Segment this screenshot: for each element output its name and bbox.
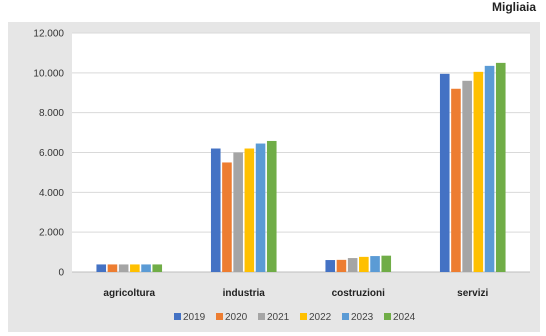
bar-industria-2021 (233, 152, 243, 272)
y-tick-label: 6.000 (39, 148, 64, 159)
bar-agricoltura-2024 (152, 264, 163, 272)
y-tick-label: 8.000 (39, 108, 64, 119)
legend-swatch-2024 (384, 313, 391, 320)
bar-servizi-2023 (484, 65, 495, 272)
y-tick-label: 4.000 (39, 188, 64, 199)
bar-industria-2020 (222, 162, 232, 272)
bar-industria-2022 (244, 148, 255, 272)
category-label: agricoltura (103, 288, 155, 299)
legend-label-2024: 2024 (393, 312, 416, 323)
bar-costruzioni-2021 (347, 258, 358, 272)
y-tick-label: 10.000 (33, 68, 64, 79)
y-tick-label: 12.000 (33, 29, 64, 40)
bar-servizi-2024 (495, 62, 506, 272)
legend-swatch-2020 (216, 313, 223, 320)
legend-label-2020: 2020 (225, 312, 248, 323)
y-tick-label: 0 (58, 268, 64, 279)
bar-agricoltura-2020 (107, 264, 118, 272)
legend-label-2021: 2021 (267, 312, 290, 323)
bar-agricoltura-2023 (141, 264, 151, 272)
bar-servizi-2021 (462, 80, 472, 272)
bar-costruzioni-2019 (325, 260, 336, 272)
legend-swatch-2022 (300, 313, 307, 320)
chart-header-label: Migliaia (491, 0, 536, 14)
bar-servizi-2020 (451, 88, 461, 273)
category-label: servizi (457, 288, 488, 299)
legend-label-2023: 2023 (351, 312, 374, 323)
bar-industria-2019 (210, 148, 221, 272)
bar-industria-2024 (266, 140, 277, 272)
legend-swatch-2019 (174, 313, 181, 320)
bar-agricoltura-2021 (118, 264, 129, 272)
bar-industria-2023 (255, 143, 266, 272)
legend-swatch-2023 (342, 313, 349, 320)
y-tick-label: 2.000 (39, 228, 64, 239)
bar-costruzioni-2022 (359, 256, 369, 272)
legend-label-2019: 2019 (183, 312, 206, 323)
bar-agricoltura-2019 (96, 264, 107, 272)
bar-agricoltura-2022 (130, 264, 140, 272)
bar-costruzioni-2020 (336, 259, 347, 272)
bar-servizi-2019 (439, 73, 450, 273)
bar-costruzioni-2024 (381, 255, 392, 272)
category-label: industria (223, 288, 266, 299)
legend-swatch-2021 (258, 313, 265, 320)
legend-label-2022: 2022 (309, 312, 332, 323)
category-label: costruzioni (332, 288, 386, 299)
bar-servizi-2022 (473, 71, 484, 273)
bar-costruzioni-2023 (370, 256, 380, 272)
